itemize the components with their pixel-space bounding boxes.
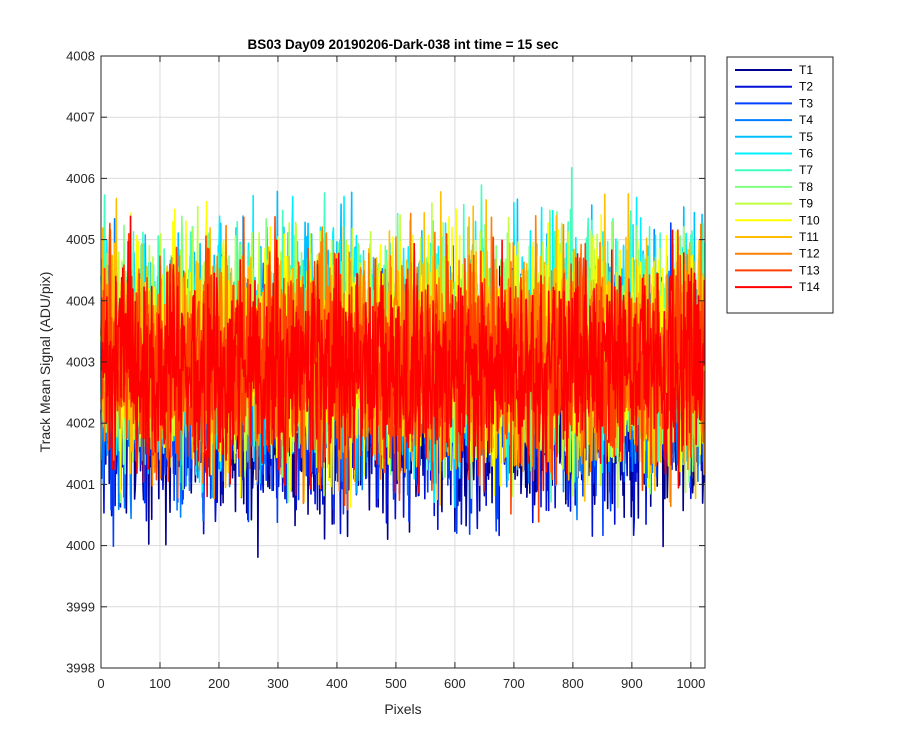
legend-item: T2 xyxy=(735,80,813,94)
series-line-T14 xyxy=(100,215,706,498)
y-tick-label: 4001 xyxy=(66,477,95,492)
legend-label: T7 xyxy=(799,163,813,177)
x-tick-label: 900 xyxy=(621,676,643,691)
x-tick-label: 700 xyxy=(503,676,525,691)
y-tick-label: 4000 xyxy=(66,538,95,553)
x-tick-label: 400 xyxy=(326,676,348,691)
x-tick-label: 100 xyxy=(149,676,171,691)
series-lines xyxy=(100,167,706,558)
ticks xyxy=(100,55,705,669)
legend-label: T2 xyxy=(799,80,813,94)
y-tick-label: 3999 xyxy=(66,599,95,614)
legend-item: T9 xyxy=(735,197,813,211)
x-tick-label: 800 xyxy=(562,676,584,691)
legend-label: T14 xyxy=(799,280,820,294)
legend-item: T8 xyxy=(735,180,813,194)
legend-label: T10 xyxy=(799,213,820,227)
legend-label: T6 xyxy=(799,147,813,161)
x-tick-label: 1000 xyxy=(676,676,705,691)
legend-label: T9 xyxy=(799,197,813,211)
legend-item: T4 xyxy=(735,113,813,127)
legend-item: T7 xyxy=(735,163,813,177)
x-tick-label: 600 xyxy=(444,676,466,691)
legend-label: T11 xyxy=(799,230,819,244)
legend-label: T12 xyxy=(799,247,820,261)
legend-item: T12 xyxy=(735,247,820,261)
tick-labels: 0 100 200 300 400 500 600 700 800 900 1000 3998 3999… xyxy=(66,49,705,692)
x-tick-label: 300 xyxy=(267,676,289,691)
y-tick-label: 3998 xyxy=(66,661,95,676)
y-tick-label: 4007 xyxy=(66,110,95,125)
legend-label: T1 xyxy=(799,63,813,77)
legend-label: T3 xyxy=(799,96,813,110)
legend-item: T10 xyxy=(735,213,820,227)
x-tick-label: 0 xyxy=(97,676,104,691)
y-tick-label: 4004 xyxy=(66,293,95,308)
legend-label: T13 xyxy=(799,263,820,277)
x-tick-label: 500 xyxy=(385,676,407,691)
legend-label: T8 xyxy=(799,180,813,194)
legend-label: T5 xyxy=(799,130,813,144)
legend-item: T3 xyxy=(735,96,813,110)
x-tick-label: 200 xyxy=(208,676,230,691)
y-axis-label: Track Mean Signal (ADU/pix) xyxy=(37,272,53,453)
y-tick-label: 4003 xyxy=(66,355,95,370)
y-tick-label: 4002 xyxy=(66,416,95,431)
legend-item: T5 xyxy=(735,130,813,144)
chart-title: BS03 Day09 20190206-Dark-038 int time = … xyxy=(247,37,559,52)
legend-label: T4 xyxy=(799,113,813,127)
legend-item: T13 xyxy=(735,263,820,277)
legend-item: T6 xyxy=(735,147,813,161)
x-axis-label: Pixels xyxy=(384,701,421,717)
legend-item: T14 xyxy=(735,280,820,294)
legend-item: T1 xyxy=(735,63,813,77)
y-tick-label: 4006 xyxy=(66,171,95,186)
legend: T1 T2 T3 T4 T5 T6 T7 T8 T9 T10 T11 T12 T13 T14 xyxy=(726,56,834,314)
legend-item: T11 xyxy=(735,230,819,244)
y-tick-label: 4005 xyxy=(66,232,95,247)
y-tick-label: 4008 xyxy=(66,49,95,64)
